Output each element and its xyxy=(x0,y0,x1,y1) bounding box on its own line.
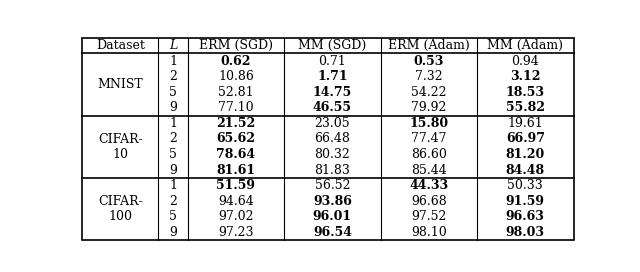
Text: 44.33: 44.33 xyxy=(409,179,449,192)
Text: 1: 1 xyxy=(169,55,177,68)
Text: 84.48: 84.48 xyxy=(506,163,545,177)
Text: 96.54: 96.54 xyxy=(313,226,352,239)
Text: 14.75: 14.75 xyxy=(313,86,352,99)
Text: 1.71: 1.71 xyxy=(317,70,348,83)
Text: 50.33: 50.33 xyxy=(508,179,543,192)
Text: 1: 1 xyxy=(169,117,177,130)
Text: 65.62: 65.62 xyxy=(216,132,255,146)
Text: ERM (Adam): ERM (Adam) xyxy=(388,39,470,52)
Text: L: L xyxy=(169,39,177,52)
Text: 19.61: 19.61 xyxy=(508,117,543,130)
Text: ERM (SGD): ERM (SGD) xyxy=(199,39,273,52)
Text: 97.02: 97.02 xyxy=(218,210,253,223)
Text: 2: 2 xyxy=(169,195,177,208)
Text: 98.10: 98.10 xyxy=(411,226,447,239)
Text: 96.68: 96.68 xyxy=(411,195,447,208)
Text: 9: 9 xyxy=(169,163,177,177)
Text: 0.71: 0.71 xyxy=(319,55,346,68)
Text: 5: 5 xyxy=(169,86,177,99)
Text: 15.80: 15.80 xyxy=(409,117,449,130)
Text: 51.59: 51.59 xyxy=(216,179,255,192)
Text: 85.44: 85.44 xyxy=(411,163,447,177)
Text: 81.61: 81.61 xyxy=(216,163,255,177)
Text: 66.97: 66.97 xyxy=(506,132,545,146)
Text: 2: 2 xyxy=(169,132,177,146)
Text: 0.62: 0.62 xyxy=(221,55,251,68)
Text: 21.52: 21.52 xyxy=(216,117,255,130)
Text: CIFAR-
10: CIFAR- 10 xyxy=(98,133,143,161)
Text: 96.63: 96.63 xyxy=(506,210,545,223)
Text: 91.59: 91.59 xyxy=(506,195,545,208)
Text: 78.64: 78.64 xyxy=(216,148,255,161)
Text: 80.32: 80.32 xyxy=(314,148,350,161)
Text: 0.53: 0.53 xyxy=(413,55,444,68)
Text: 10.86: 10.86 xyxy=(218,70,254,83)
Text: MNIST: MNIST xyxy=(98,78,143,91)
Text: MM (SGD): MM (SGD) xyxy=(298,39,367,52)
Text: 77.10: 77.10 xyxy=(218,101,253,114)
Text: 97.52: 97.52 xyxy=(411,210,447,223)
Text: 46.55: 46.55 xyxy=(313,101,352,114)
Text: Dataset: Dataset xyxy=(96,39,145,52)
Text: 52.81: 52.81 xyxy=(218,86,253,99)
Text: 18.53: 18.53 xyxy=(506,86,545,99)
Text: 86.60: 86.60 xyxy=(411,148,447,161)
Text: MM (Adam): MM (Adam) xyxy=(487,39,563,52)
Text: 56.52: 56.52 xyxy=(315,179,350,192)
Text: CIFAR-
100: CIFAR- 100 xyxy=(98,195,143,223)
Text: 7.32: 7.32 xyxy=(415,70,443,83)
Text: 81.20: 81.20 xyxy=(506,148,545,161)
Text: 96.01: 96.01 xyxy=(313,210,352,223)
Text: 94.64: 94.64 xyxy=(218,195,254,208)
Text: 2: 2 xyxy=(169,70,177,83)
Text: 5: 5 xyxy=(169,210,177,223)
Text: 93.86: 93.86 xyxy=(313,195,352,208)
Text: 23.05: 23.05 xyxy=(315,117,350,130)
Text: 1: 1 xyxy=(169,179,177,192)
Text: 79.92: 79.92 xyxy=(411,101,447,114)
Text: 77.47: 77.47 xyxy=(411,132,447,146)
Text: 9: 9 xyxy=(169,226,177,239)
Text: 81.83: 81.83 xyxy=(314,163,350,177)
Text: 97.23: 97.23 xyxy=(218,226,253,239)
Text: 3.12: 3.12 xyxy=(510,70,541,83)
Text: 98.03: 98.03 xyxy=(506,226,545,239)
Text: 9: 9 xyxy=(169,101,177,114)
Text: 54.22: 54.22 xyxy=(411,86,447,99)
Text: 5: 5 xyxy=(169,148,177,161)
Text: 0.94: 0.94 xyxy=(511,55,539,68)
Text: 55.82: 55.82 xyxy=(506,101,545,114)
Text: 66.48: 66.48 xyxy=(314,132,350,146)
